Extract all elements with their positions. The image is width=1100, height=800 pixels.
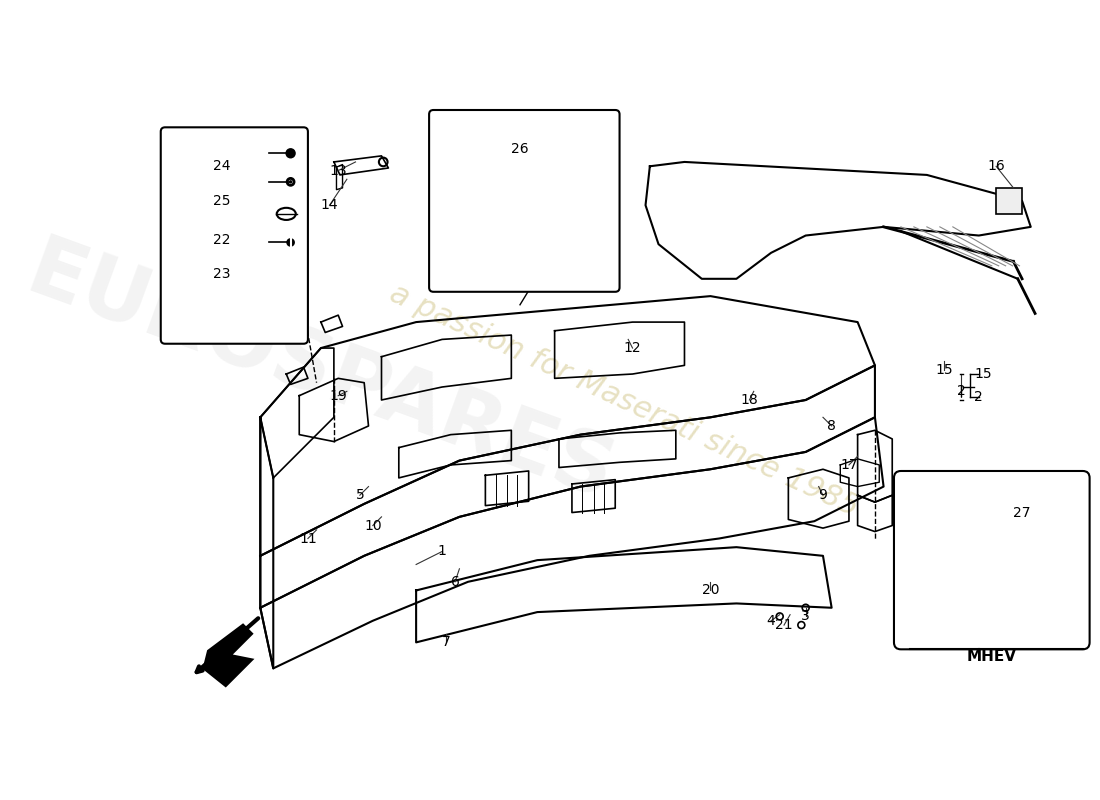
Text: 11: 11 <box>299 531 317 546</box>
Text: 21: 21 <box>776 618 793 632</box>
Polygon shape <box>204 625 252 686</box>
Text: 23: 23 <box>212 267 230 282</box>
FancyBboxPatch shape <box>429 110 619 292</box>
Text: 25: 25 <box>212 194 230 208</box>
Polygon shape <box>997 188 1022 214</box>
Text: 13: 13 <box>329 163 346 178</box>
Text: 15: 15 <box>975 367 992 381</box>
Text: 4: 4 <box>767 614 775 628</box>
Text: 16: 16 <box>987 159 1005 174</box>
Text: 27: 27 <box>1013 506 1031 519</box>
Text: 24: 24 <box>212 159 230 174</box>
Text: 22: 22 <box>212 233 230 247</box>
Text: 26: 26 <box>512 142 529 156</box>
Text: 8: 8 <box>827 419 836 433</box>
Text: 3: 3 <box>801 610 810 623</box>
Text: MHEV: MHEV <box>967 650 1016 664</box>
Text: EUROSPARES: EUROSPARES <box>16 230 626 518</box>
Text: 5: 5 <box>355 488 364 502</box>
Text: 20: 20 <box>702 583 719 598</box>
Text: 1: 1 <box>438 545 447 558</box>
Text: 6: 6 <box>451 574 460 589</box>
Circle shape <box>285 148 296 158</box>
Text: 15: 15 <box>935 362 953 377</box>
Text: 10: 10 <box>364 518 382 533</box>
Text: 9: 9 <box>818 488 827 502</box>
Text: 17: 17 <box>840 458 858 472</box>
Text: a passion for Maserati since 1985: a passion for Maserati since 1985 <box>385 278 862 522</box>
Text: 7: 7 <box>442 635 451 650</box>
Text: 14: 14 <box>321 198 339 212</box>
Text: 2: 2 <box>957 384 966 398</box>
Text: 12: 12 <box>624 341 641 355</box>
Text: 2: 2 <box>975 390 983 405</box>
FancyBboxPatch shape <box>161 127 308 344</box>
Circle shape <box>289 180 293 183</box>
Text: 18: 18 <box>740 393 758 407</box>
Text: 19: 19 <box>329 389 348 402</box>
FancyBboxPatch shape <box>894 471 1090 650</box>
Circle shape <box>286 238 295 246</box>
